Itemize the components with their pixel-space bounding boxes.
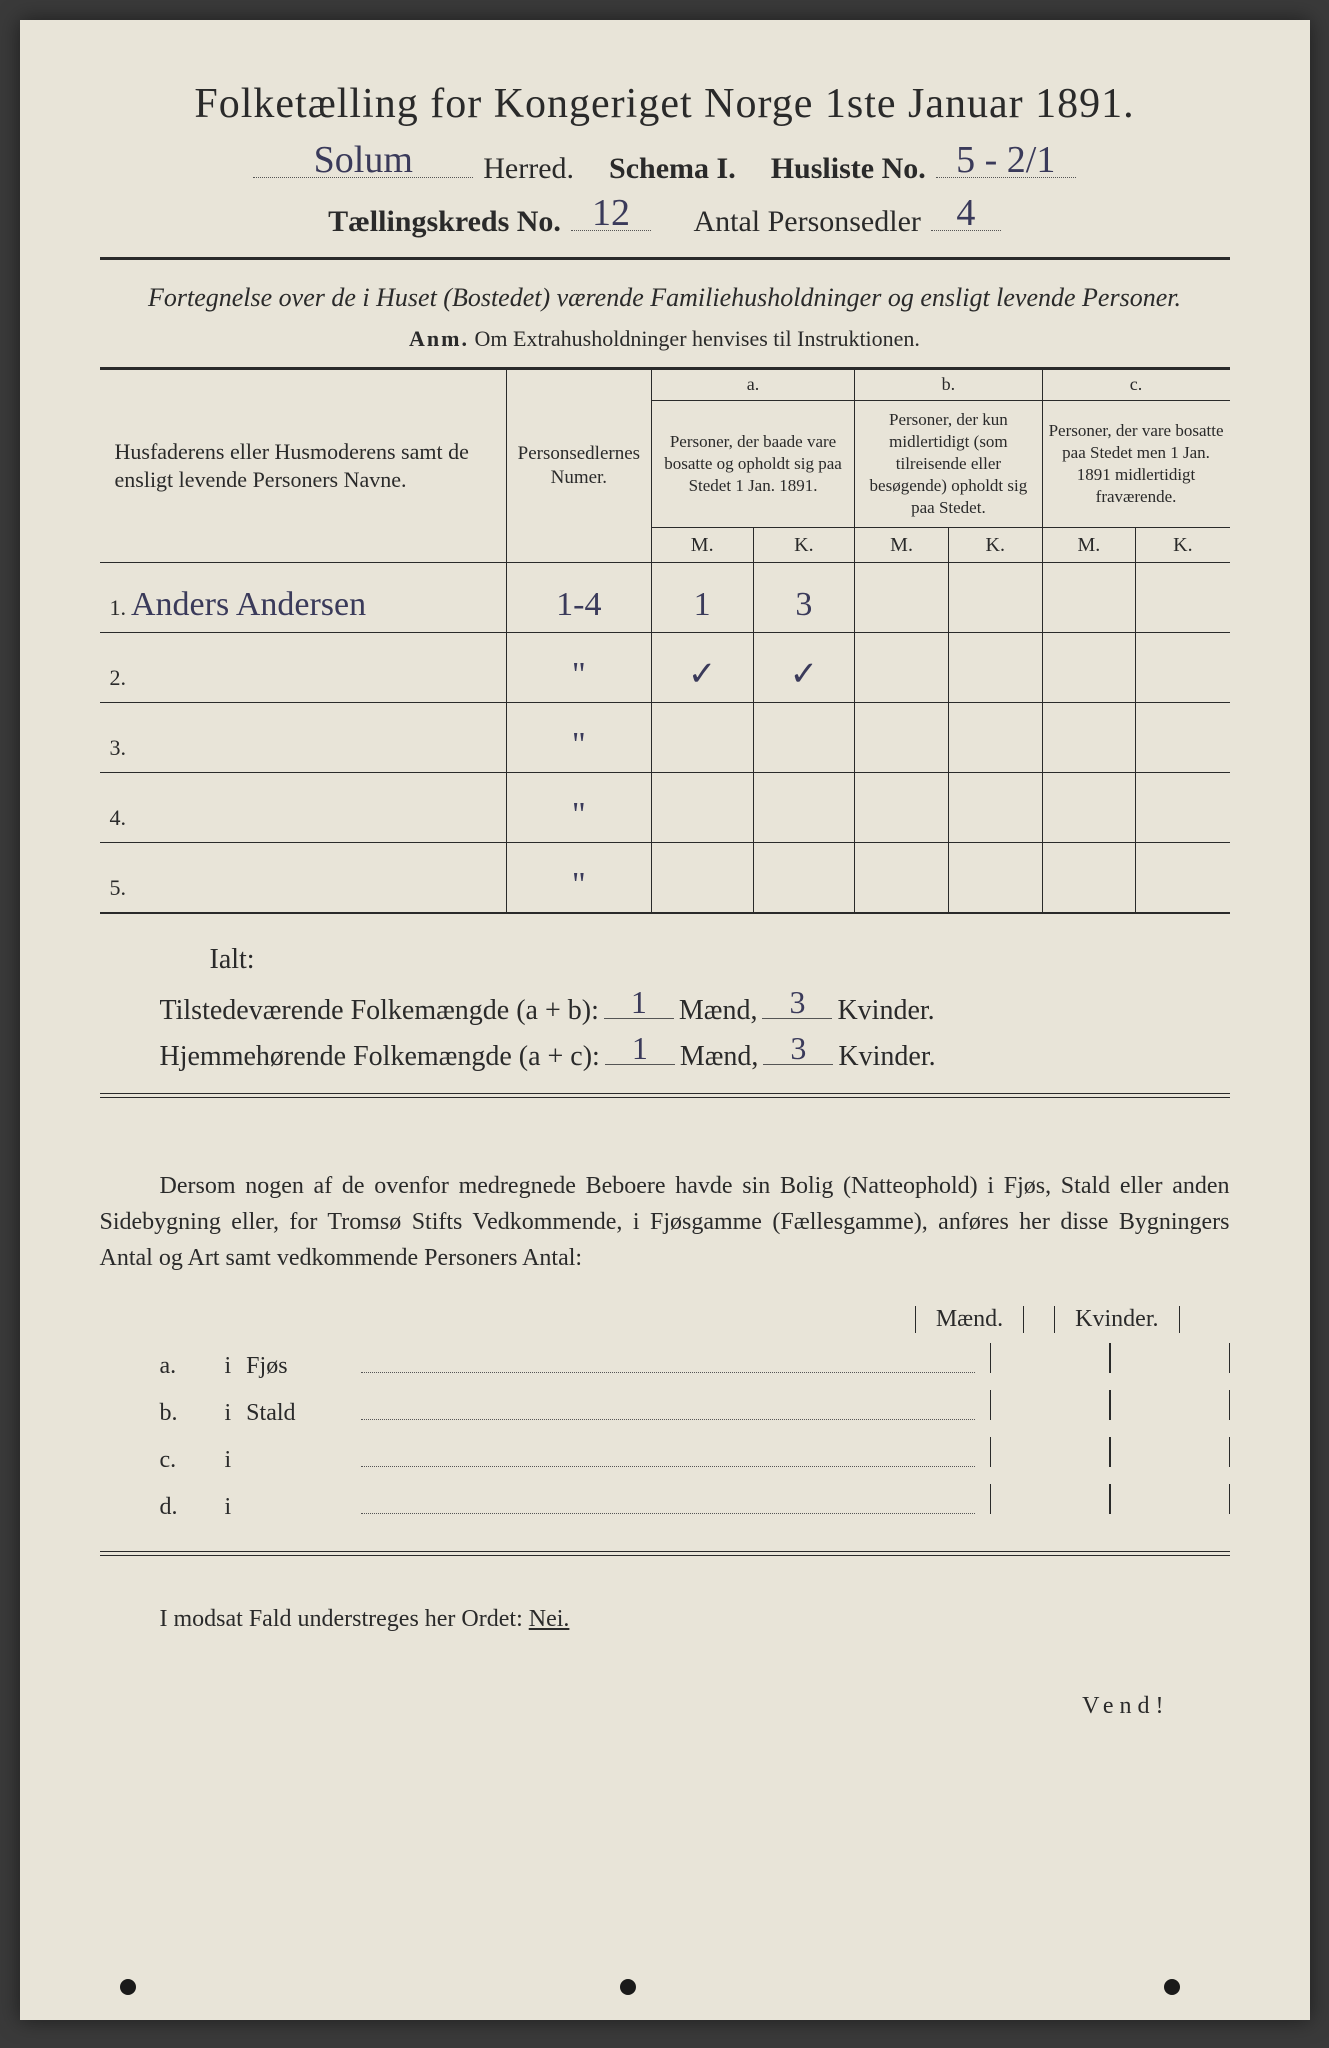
col-b-m: M. [855, 528, 949, 563]
building-row: d. i [100, 1484, 1230, 1521]
kreds-label: Tællingskreds No. [328, 205, 561, 239]
ialt-label: Ialt: [210, 944, 1230, 976]
col-c-letter: c. [1042, 369, 1229, 400]
census-table: Husfaderens eller Husmoderens samt de en… [100, 367, 1230, 913]
punch-hole [120, 1979, 136, 1995]
divider-5 [100, 1555, 1230, 1556]
punch-hole [1164, 1979, 1180, 1995]
present-k-field: 3 [762, 991, 832, 1019]
building-maend-header: Mænd. [915, 1306, 1024, 1333]
herred-label: Herred. [483, 152, 574, 186]
col-b-desc: Personer, der kun midlertidigt (som tilr… [855, 400, 1042, 527]
col-names-header: Husfaderens eller Husmoderens samt de en… [100, 369, 507, 563]
col-b-letter: b. [855, 369, 1042, 400]
nei-word: Nei. [529, 1606, 570, 1632]
building-row: c. i [100, 1437, 1230, 1474]
resident-m-field: 1 [605, 1037, 675, 1065]
col-num-header: Personsedlernes Numer. [506, 369, 651, 563]
husliste-field: 5 - 2/1 [936, 148, 1076, 178]
antal-field: 4 [931, 201, 1001, 231]
husliste-label: Husliste No. [771, 152, 926, 186]
col-c-desc: Personer, der vare bosatte paa Stedet me… [1042, 400, 1229, 527]
building-kvinder-header: Kvinder. [1054, 1306, 1179, 1333]
col-a-letter: a. [651, 369, 854, 400]
anm-note: Anm. Om Extrahusholdninger henvises til … [100, 326, 1230, 352]
col-a-k: K. [753, 528, 855, 563]
col-c-k: K. [1136, 528, 1230, 563]
present-m-field: 1 [604, 991, 674, 1019]
divider-4 [100, 1551, 1230, 1552]
footer-note: I modsat Fald understreges her Ordet: Ne… [100, 1606, 1230, 1633]
col-b-k: K. [948, 528, 1042, 563]
district-field: Solum [253, 148, 473, 178]
building-table: Mænd. Kvinder. a. i Fjøs b. i Stald c. i… [100, 1306, 1230, 1521]
header-line-2: Solum Herred. Schema I. Husliste No. 5 -… [100, 148, 1230, 186]
resident-k-field: 3 [763, 1037, 833, 1065]
building-row: b. i Stald [100, 1390, 1230, 1427]
table-row: 4. " [100, 773, 1230, 843]
punch-hole [620, 1979, 636, 1995]
header-line-3: Tællingskreds No. 12 Antal Personsedler … [100, 201, 1230, 239]
kreds-field: 12 [571, 201, 651, 231]
page-title: Folketælling for Kongeriget Norge 1ste J… [100, 80, 1230, 128]
divider-3 [100, 1097, 1230, 1098]
divider-2 [100, 1093, 1230, 1094]
census-form-page: Folketælling for Kongeriget Norge 1ste J… [20, 20, 1310, 2020]
building-note: Dersom nogen af de ovenfor medregnede Be… [100, 1168, 1230, 1276]
form-subtitle: Fortegnelse over de i Huset (Bostedet) v… [100, 280, 1230, 316]
schema-label: Schema I. [609, 152, 736, 186]
col-c-m: M. [1042, 528, 1136, 563]
col-a-m: M. [651, 528, 753, 563]
summary-resident: Hjemmehørende Folkemængde (a + c): 1 Mæn… [160, 1037, 1230, 1073]
col-a-desc: Personer, der baade vare bosatte og opho… [651, 400, 854, 527]
summary-present: Tilstedeværende Folkemængde (a + b): 1 M… [160, 991, 1230, 1027]
vendi-label: Vend! [100, 1693, 1230, 1720]
building-header: Mænd. Kvinder. [100, 1306, 1230, 1333]
building-row: a. i Fjøs [100, 1343, 1230, 1380]
antal-label: Antal Personsedler [693, 205, 920, 239]
table-row: 3. " [100, 703, 1230, 773]
table-row: 5. " [100, 843, 1230, 913]
table-row: 2. " ✓ ✓ [100, 633, 1230, 703]
divider-1 [100, 257, 1230, 260]
table-row: 1.Anders Andersen 1-4 1 3 [100, 563, 1230, 633]
